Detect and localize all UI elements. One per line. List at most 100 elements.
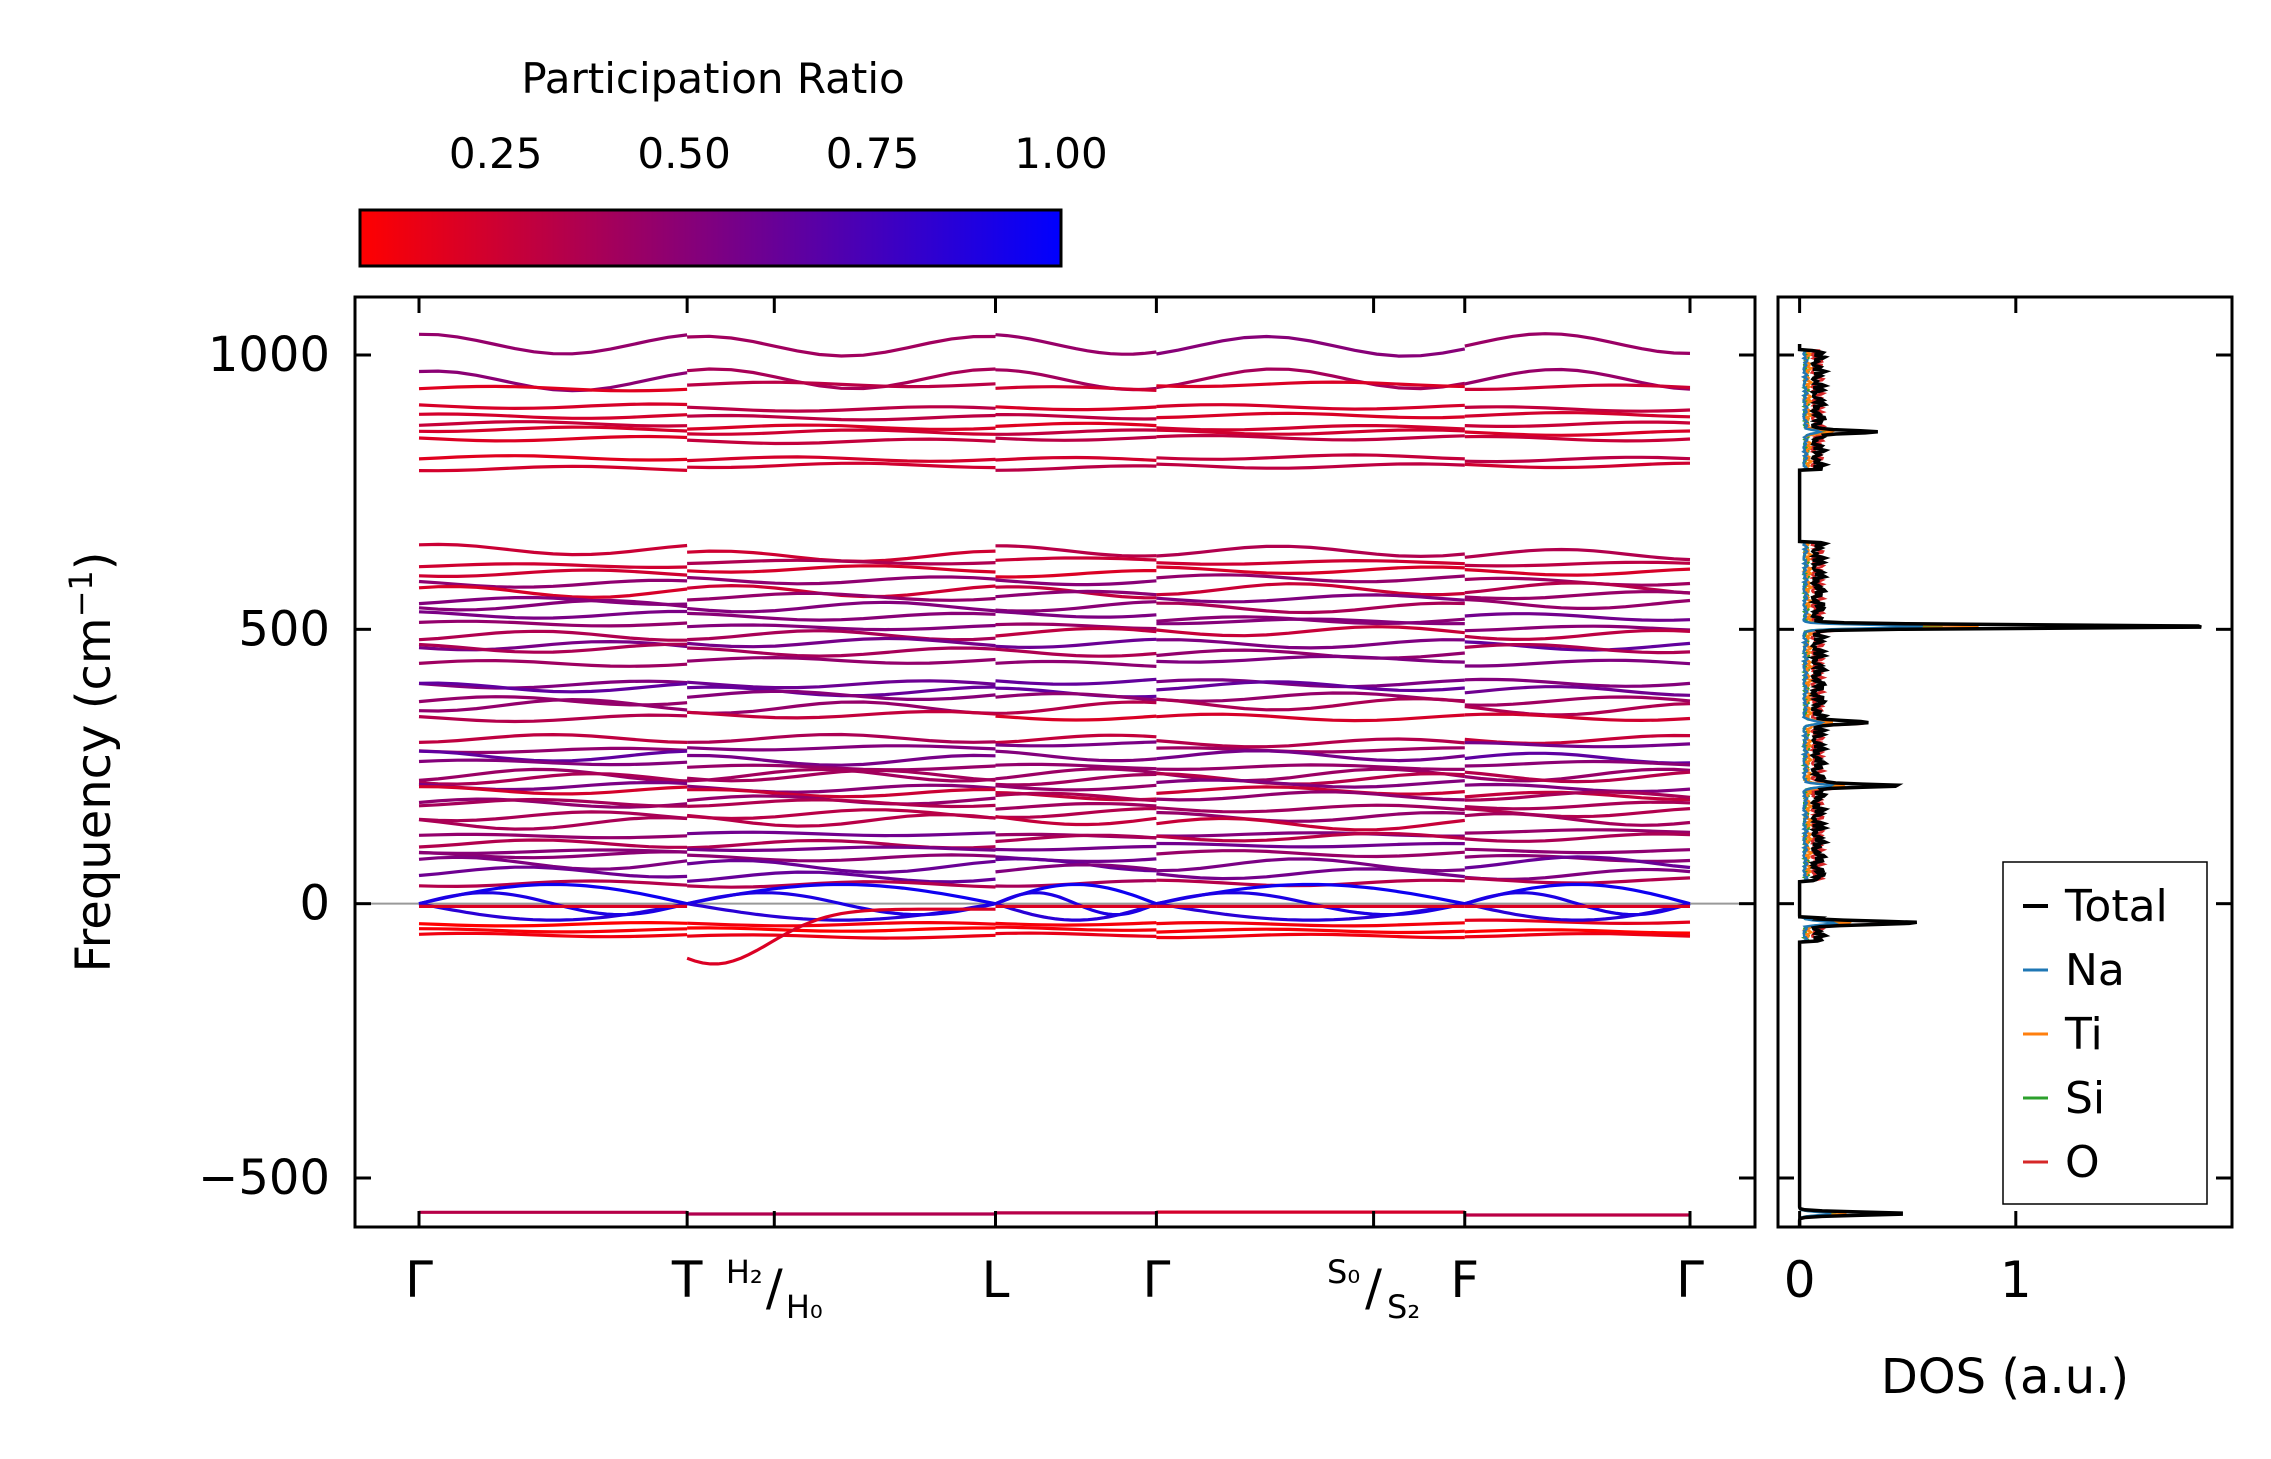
band-line — [995, 691, 1157, 702]
band-line — [418, 619, 688, 628]
band-line — [1464, 847, 1691, 855]
band-line — [995, 833, 1157, 844]
band-line — [687, 575, 996, 586]
band-line — [1156, 772, 1465, 786]
band-line — [1464, 782, 1691, 794]
band-line — [418, 420, 688, 428]
band-line — [1464, 832, 1691, 843]
dos-x-tick-label: 1 — [2000, 1251, 2032, 1309]
band-y-axis-label: Frequency (cm−1) — [62, 551, 122, 972]
band-line — [1156, 841, 1465, 849]
band-line — [1156, 816, 1465, 832]
band-line — [1156, 927, 1465, 935]
band-line — [418, 850, 688, 860]
band-line — [995, 385, 1157, 392]
band-line — [1156, 625, 1465, 638]
band-line — [687, 455, 996, 463]
band-line — [418, 598, 688, 612]
band-line — [1156, 785, 1465, 796]
band-line — [687, 700, 996, 715]
band-line — [995, 921, 1157, 927]
band-line — [1156, 790, 1465, 802]
band-line — [418, 562, 688, 570]
band-line — [995, 455, 1157, 462]
band-line — [1464, 547, 1691, 562]
band-line — [995, 589, 1157, 599]
band-line — [1156, 573, 1465, 584]
band-line — [687, 380, 996, 389]
band-axes-frame — [353, 295, 1757, 1229]
band-line — [418, 713, 688, 724]
ylabel-superscript: −1 — [62, 570, 100, 617]
band-line — [687, 428, 996, 436]
band-line — [418, 542, 688, 557]
band-line — [1156, 403, 1465, 411]
band-line — [1464, 434, 1691, 443]
band-y-axis: 1000 500 0 −500 — [198, 327, 1755, 1206]
dos-axes-frame — [1776, 295, 2234, 1229]
band-line — [1156, 367, 1466, 391]
band-line — [687, 753, 996, 767]
band-line — [1464, 800, 1691, 811]
band-line — [1464, 455, 1691, 464]
band-line — [418, 832, 688, 840]
band-line — [1464, 812, 1691, 827]
x-tick-label: Γ — [1142, 1251, 1170, 1309]
band-line — [418, 639, 688, 652]
band-line — [1156, 558, 1465, 566]
x-tick-label-sup: H₂ — [726, 1253, 763, 1291]
band-line — [686, 636, 996, 649]
band-line — [995, 700, 1157, 715]
acoustic-band-line — [418, 891, 688, 917]
band-line — [418, 584, 688, 600]
x-tick-label: F — [1450, 1251, 1479, 1309]
band-line — [418, 749, 688, 763]
band-line — [418, 402, 688, 411]
x-tick-label-sub: S₂ — [1387, 1288, 1420, 1326]
band-line — [418, 568, 688, 579]
band-line — [687, 830, 996, 838]
dos-legend: Total Na Ti Si O — [2002, 861, 2208, 1205]
band-line — [1156, 411, 1465, 420]
band-line — [995, 740, 1157, 748]
band-line — [418, 679, 688, 690]
x-tick-label-split: H₂ / H₀ — [726, 1253, 823, 1326]
band-line — [687, 413, 996, 422]
band-line — [687, 405, 996, 413]
band-line — [1156, 380, 1465, 389]
band-line — [1156, 424, 1465, 432]
x-tick-label: Γ — [405, 1251, 433, 1309]
band-line — [418, 578, 688, 589]
legend-label: O — [2065, 1137, 2100, 1188]
dos-lines — [1797, 344, 2202, 1227]
band-line — [418, 412, 688, 420]
band-lines — [355, 332, 1755, 1217]
band-line — [687, 926, 996, 933]
band-line — [1464, 790, 1691, 802]
band-line — [1156, 654, 1465, 664]
band-line — [995, 428, 1157, 436]
band-line — [418, 629, 688, 642]
band-line — [1156, 763, 1465, 772]
band-line — [1464, 567, 1691, 577]
band-line — [1156, 648, 1465, 660]
band-line — [1464, 876, 1691, 885]
band-line — [995, 647, 1157, 658]
band-line — [1156, 678, 1465, 689]
band-line — [1464, 759, 1691, 768]
x-tick-label-sup: S₀ — [1327, 1253, 1360, 1291]
band-line — [995, 637, 1157, 650]
band-line — [995, 626, 1157, 638]
band-line — [1464, 658, 1691, 668]
dos-curve-total — [1797, 344, 2202, 1227]
band-line — [418, 772, 688, 786]
band-line — [1156, 601, 1465, 615]
band-line — [1464, 928, 1691, 935]
band-line — [687, 591, 996, 602]
band-line — [687, 744, 996, 752]
band-line — [1464, 597, 1691, 611]
band-line — [687, 646, 996, 658]
band-line — [687, 623, 996, 632]
x-tick-label: L — [982, 1251, 1010, 1309]
band-line — [995, 925, 1157, 932]
